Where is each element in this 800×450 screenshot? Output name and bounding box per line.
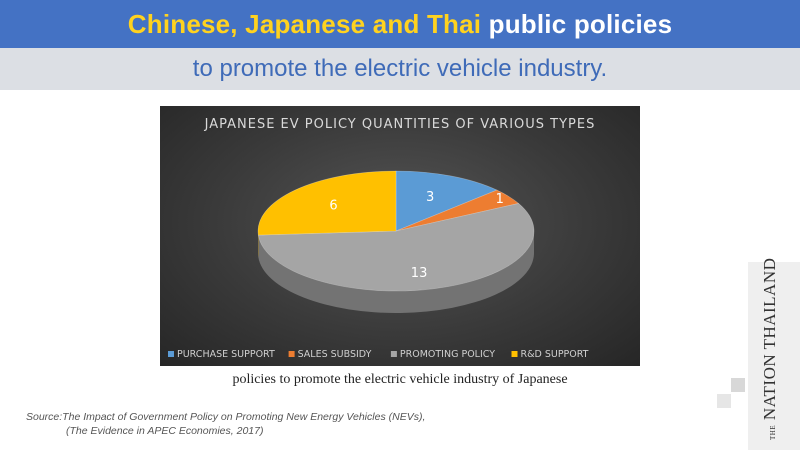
pie-slice-side (258, 231, 534, 314)
pie-data-label: 3 (426, 190, 434, 205)
pie-chart: JAPANESE EV POLICY QUANTITIES OF VARIOUS… (168, 117, 596, 360)
decor-square (717, 394, 731, 408)
brand-logo: THE NATION THAILAND (760, 258, 780, 440)
legend-label: SALES SUBSIDY (298, 349, 372, 360)
legend-swatch (390, 351, 397, 357)
legend-label: PURCHASE SUPPORT (177, 349, 275, 360)
chart-caption: policies to promote the electric vehicle… (232, 372, 568, 387)
page-title-highlight: Chinese, Japanese and Thai (127, 9, 482, 39)
page-title-rest: public policies (488, 9, 673, 39)
legend-swatch (288, 351, 295, 357)
title-banner: Chinese, Japanese and Thai public polici… (0, 0, 800, 48)
legend-item: R&D SUPPORT (511, 349, 589, 360)
legend-label: PROMOTING POLICY (400, 349, 495, 360)
decor-square (731, 378, 745, 392)
legend-swatch (168, 351, 174, 357)
legend-item: PURCHASE SUPPORT (168, 349, 275, 360)
pie-slice (395, 189, 520, 232)
pie-slice (257, 170, 397, 236)
subtitle-banner: to promote the electric vehicle industry… (0, 48, 800, 90)
chart-title: JAPANESE EV POLICY QUANTITIES OF VARIOUS… (204, 117, 596, 132)
legend-swatch (511, 351, 518, 357)
chart-panel: JAPANESE EV POLICY QUANTITIES OF VARIOUS… (160, 106, 640, 366)
source-line-1: Source:The Impact of Government Policy o… (26, 411, 426, 423)
page-subtitle: to promote the electric vehicle industry… (192, 55, 608, 82)
brand-logo-text: NATION THAILAND (760, 257, 779, 421)
legend-item: PROMOTING POLICY (390, 349, 495, 360)
page-title: Chinese, Japanese and Thai public polici… (0, 0, 800, 48)
brand-logo-small: THE (769, 424, 777, 440)
legend-label: R&D SUPPORT (521, 349, 589, 360)
logo-panel (748, 262, 800, 450)
pie-slice (395, 170, 498, 232)
pie-data-label: 13 (411, 266, 428, 281)
legend-item: SALES SUBSIDY (288, 349, 372, 360)
pie-data-label: 6 (329, 199, 337, 214)
source-note: Source:The Impact of Government Policy o… (26, 410, 425, 438)
pie-slice (257, 203, 535, 292)
pie-data-label: 1 (496, 192, 504, 207)
source-line-2: (The Evidence in APEC Economies, 2017) (66, 425, 264, 437)
